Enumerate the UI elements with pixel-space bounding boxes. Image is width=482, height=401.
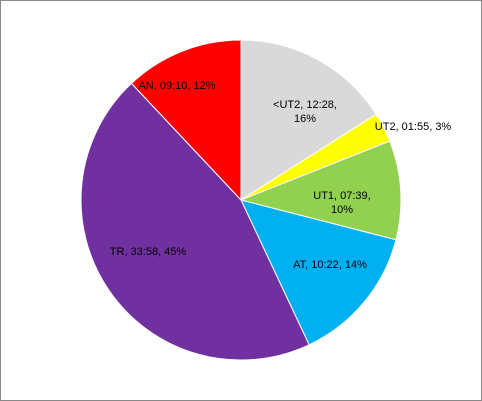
data-label: UT2, 01:55, 3% xyxy=(375,121,452,133)
data-label: AN, 09:10, 12% xyxy=(138,80,215,92)
data-label: TR, 33:58, 45% xyxy=(110,246,187,258)
data-label: <UT2, 12:28, xyxy=(273,99,337,111)
data-label: 16% xyxy=(294,113,316,125)
data-label: UT1, 07:39, xyxy=(313,190,370,202)
pie-slice xyxy=(80,82,310,361)
data-label: 10% xyxy=(331,204,353,216)
pie-slice xyxy=(239,140,402,241)
pie-slice xyxy=(240,39,377,201)
pie-slice xyxy=(130,39,242,202)
data-label: AT, 10:22, 14% xyxy=(293,259,367,271)
pie-slice xyxy=(240,199,397,346)
